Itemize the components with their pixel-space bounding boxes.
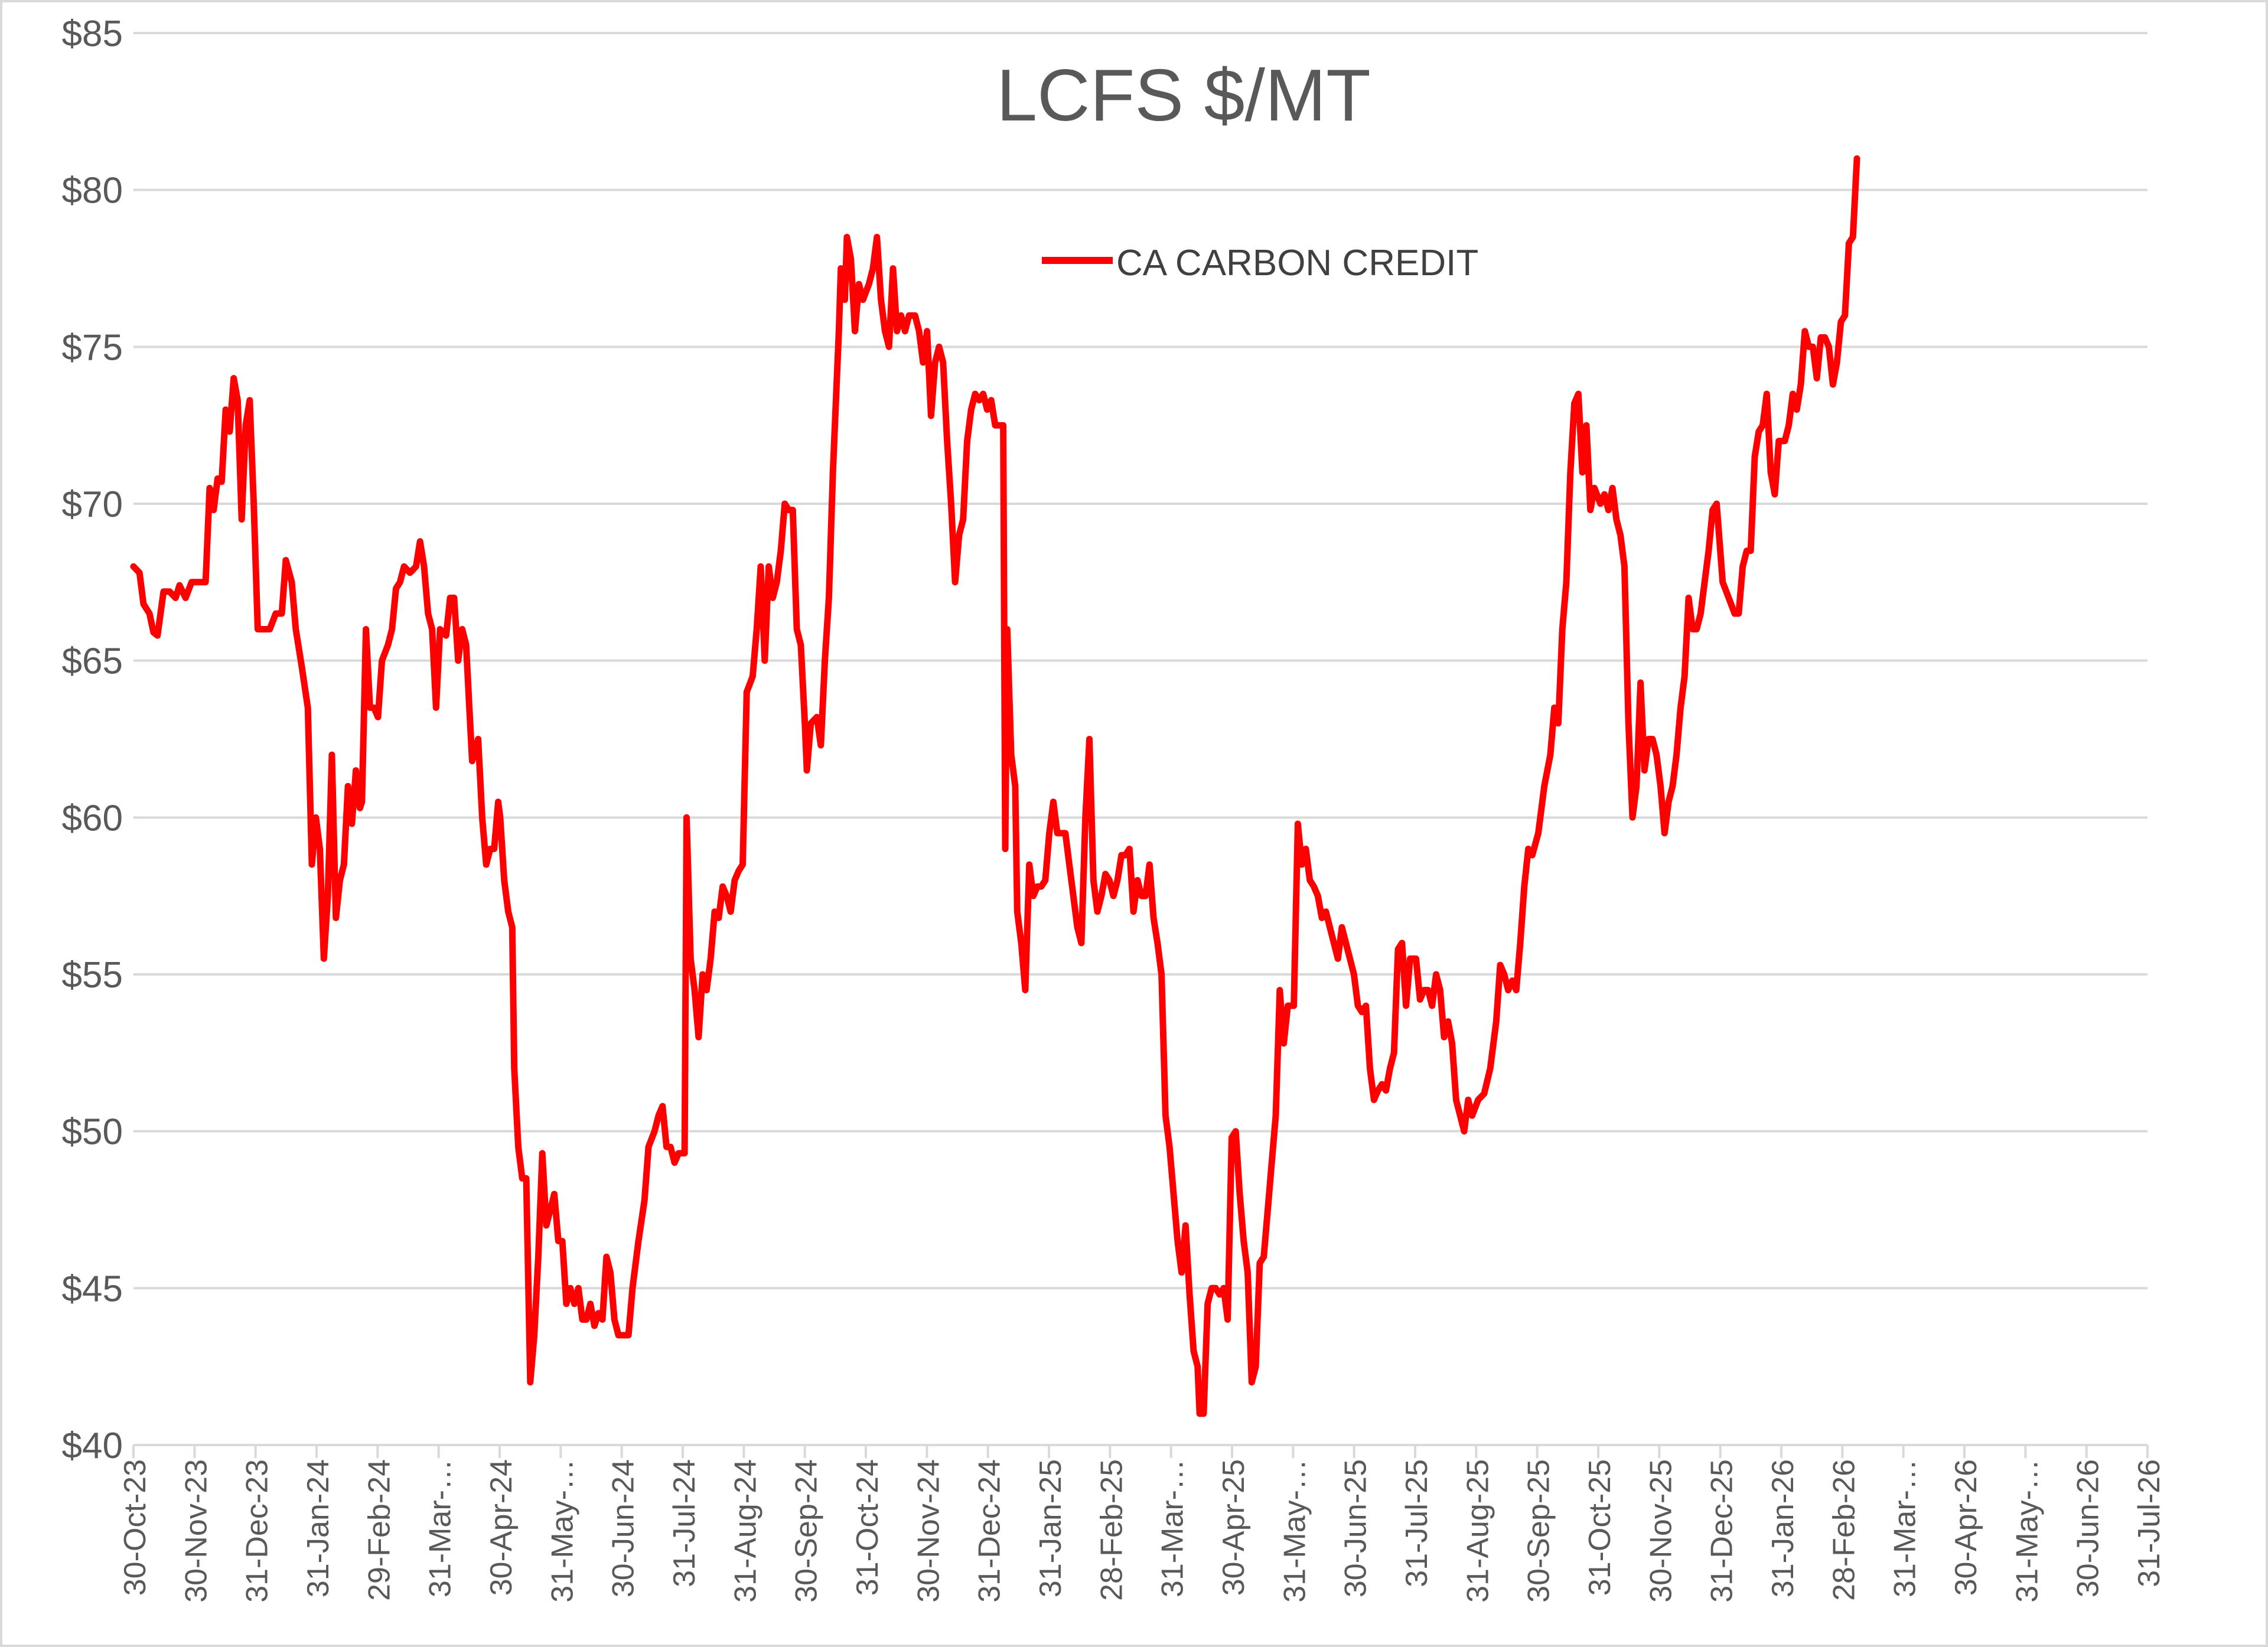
y-tick-label: $60 — [62, 798, 123, 839]
y-axis: $40 $45 $50 $55 $60 $65 $70 $75 $80 $85 — [62, 14, 123, 1466]
x-tick-label: 31-Jul-24 — [667, 1459, 702, 1587]
x-tick-label: 31-Jan-26 — [1766, 1459, 1800, 1597]
x-tick-label: 31-Aug-24 — [728, 1459, 762, 1603]
x-tick-label: 31-Jan-24 — [301, 1459, 335, 1597]
x-tick-label: 31-Jul-25 — [1400, 1459, 1434, 1587]
y-tick-label: $70 — [62, 484, 123, 525]
y-tick-label: $80 — [62, 171, 123, 211]
x-tick-label: 31-Dec-25 — [1705, 1459, 1739, 1603]
x-tick-label: 30-Apr-24 — [484, 1459, 519, 1596]
x-tick-label: 30-Jun-24 — [607, 1459, 641, 1597]
x-tick-label: 31-Dec-23 — [240, 1459, 275, 1603]
x-tick-label: 30-Apr-26 — [1949, 1459, 1983, 1596]
x-axis — [132, 1444, 2149, 1458]
y-tick-label: $85 — [62, 14, 123, 54]
x-tick-label: 28-Feb-25 — [1094, 1459, 1129, 1601]
x-tick-label: 30-Nov-25 — [1644, 1459, 1678, 1603]
x-tick-label: 31-Mar-… — [1888, 1459, 1922, 1597]
x-tick-label: 31-Mar-… — [423, 1459, 458, 1597]
x-tick-label: 30-Sep-24 — [790, 1459, 824, 1603]
y-tick-label: $75 — [62, 327, 123, 368]
x-tick-label: 30-Sep-25 — [1522, 1459, 1556, 1603]
x-tick-label: 31-Oct-24 — [850, 1459, 885, 1596]
x-tick-label: 31-Oct-25 — [1583, 1459, 1617, 1596]
x-tick-label: 31-Jul-26 — [2132, 1459, 2166, 1587]
chart-title: LCFS $/MT — [996, 55, 1371, 136]
x-tick-label: 31-May-… — [2010, 1459, 2044, 1603]
x-tick-label: 29-Feb-24 — [362, 1459, 396, 1601]
x-tick-label: 31-May-… — [1278, 1459, 1312, 1603]
x-tick-label: 30-Oct-23 — [118, 1459, 152, 1596]
x-tick-label: 28-Feb-26 — [1827, 1459, 1861, 1601]
x-tick-label: 30-Nov-24 — [911, 1459, 946, 1603]
y-tick-label: $65 — [62, 641, 123, 682]
x-tick-label: 31-Dec-24 — [973, 1459, 1007, 1603]
x-tick-label: 30-Nov-23 — [179, 1459, 213, 1603]
x-tick-labels: 30-Oct-23 30-Nov-23 31-Dec-23 31-Jan-24 29-F… — [118, 1459, 2166, 1603]
x-tick-label: 31-Jan-25 — [1034, 1459, 1068, 1597]
y-tick-label: $55 — [62, 955, 123, 996]
y-tick-label: $40 — [62, 1426, 123, 1466]
legend: CA CARBON CREDIT — [1042, 243, 1478, 283]
x-tick-label: 30-Jun-26 — [2071, 1459, 2106, 1597]
y-tick-label: $50 — [62, 1112, 123, 1153]
x-tick-label: 30-Apr-25 — [1217, 1459, 1251, 1596]
series-line-ca-carbon-credit — [130, 155, 1860, 1417]
legend-label-ca-carbon-credit: CA CARBON CREDIT — [1116, 243, 1478, 283]
x-tick-label: 31-Aug-25 — [1461, 1459, 1495, 1603]
x-tick-label: 31-Mar-… — [1156, 1459, 1190, 1597]
series-layer — [130, 155, 1860, 1417]
y-tick-label: $45 — [62, 1268, 123, 1309]
x-tick-label: 30-Jun-25 — [1339, 1459, 1373, 1597]
x-tick-label: 31-May-… — [545, 1459, 579, 1603]
